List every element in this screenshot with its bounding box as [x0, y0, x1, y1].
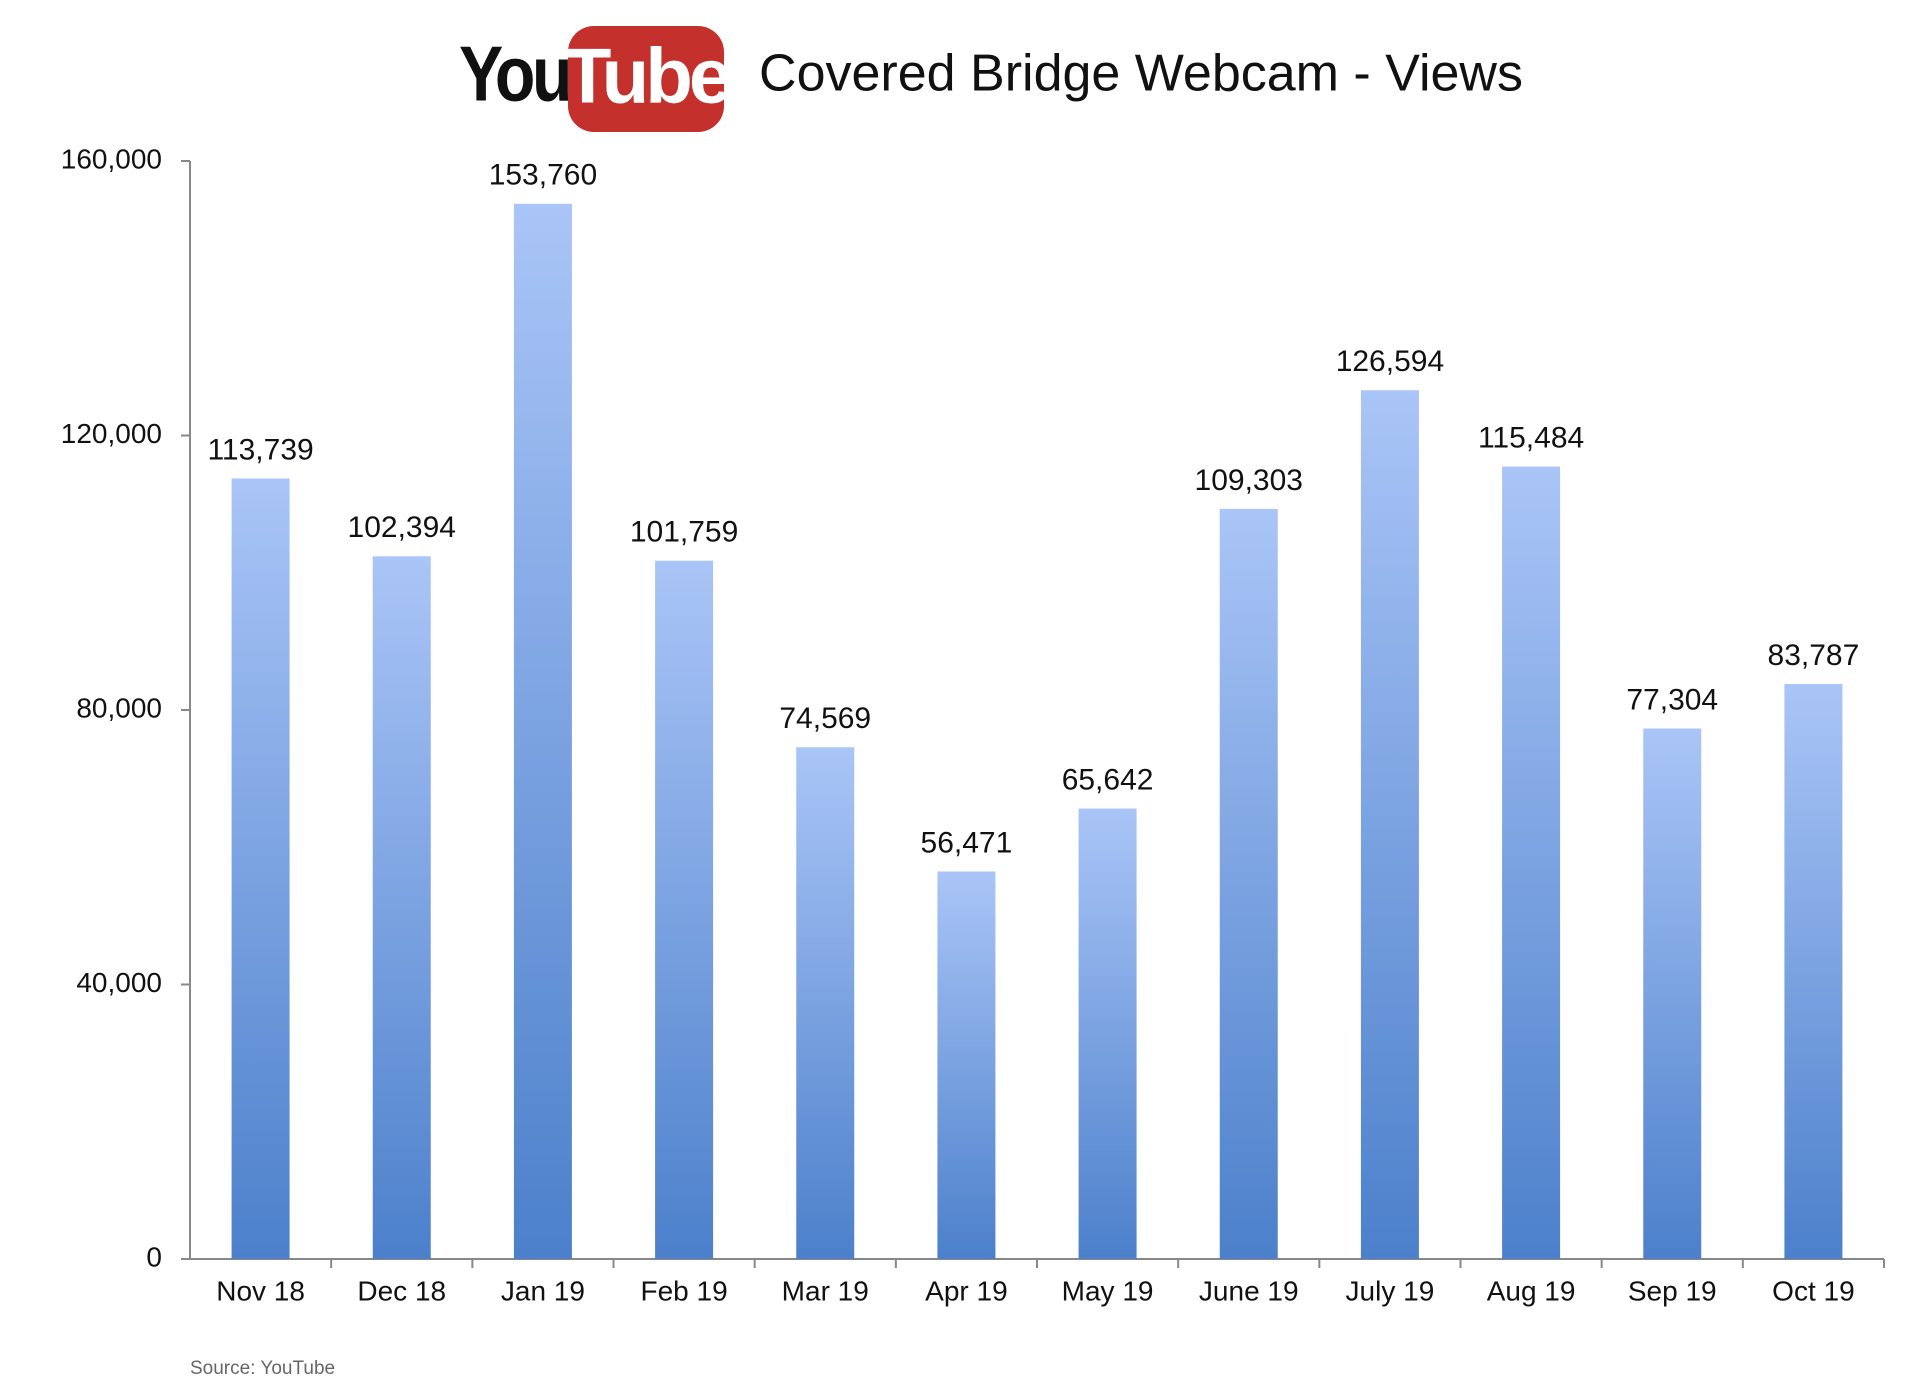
bar: [1643, 728, 1702, 1259]
bar: [1219, 508, 1278, 1259]
value-label: 153,760: [489, 159, 597, 192]
y-tick-label: 80,000: [76, 692, 162, 723]
x-tick-label: July 19: [1346, 1275, 1435, 1306]
logo-box: [568, 26, 724, 132]
bar: [231, 478, 290, 1259]
logo: You Tube: [459, 26, 734, 132]
x-tick-label: Nov 18: [216, 1275, 305, 1306]
bar: [1502, 466, 1561, 1259]
source: Source: YouTube: [190, 1358, 335, 1379]
bar: [937, 871, 996, 1259]
x-tick-label: Aug 19: [1487, 1275, 1576, 1306]
x-tick-label: Mar 19: [782, 1275, 869, 1306]
value-label: 56,471: [921, 826, 1013, 859]
x-tick-label: Sep 19: [1628, 1275, 1717, 1306]
y-tick-label: 120,000: [61, 418, 162, 449]
x-tick-label: Jan 19: [501, 1275, 585, 1306]
value-label: 109,303: [1195, 464, 1303, 497]
value-label: 65,642: [1062, 763, 1154, 796]
bar: [655, 560, 714, 1259]
bar: [372, 556, 431, 1259]
value-label: 113,739: [207, 433, 313, 466]
bar: [1784, 684, 1843, 1259]
value-label: 101,759: [630, 516, 738, 549]
value-label: 83,787: [1768, 639, 1860, 672]
logo-tube: Tube: [564, 32, 730, 120]
value-label: 126,594: [1336, 345, 1444, 378]
y-tick-label: 0: [146, 1241, 162, 1272]
bar: [796, 747, 855, 1259]
x-tick-label: Feb 19: [640, 1275, 727, 1306]
bar: [1078, 808, 1137, 1259]
x-tick-label: June 19: [1199, 1275, 1299, 1306]
value-label: 115,484: [1478, 421, 1584, 454]
x-tick-label: Oct 19: [1772, 1275, 1854, 1306]
chart-title: Covered Bridge Webcam - Views: [759, 45, 1523, 103]
y-tick-label: 160,000: [61, 143, 162, 174]
bar: [1360, 390, 1419, 1260]
logo-you: You: [459, 31, 569, 118]
x-tick-label: Apr 19: [925, 1275, 1008, 1306]
y-tick-label: 40,000: [76, 967, 162, 998]
value-label: 77,304: [1626, 683, 1718, 716]
x-tick-label: May 19: [1062, 1275, 1154, 1306]
value-label: 102,394: [348, 511, 456, 544]
x-tick-label: Dec 18: [357, 1275, 446, 1306]
bar: [513, 203, 572, 1259]
value-label: 74,569: [779, 702, 871, 735]
